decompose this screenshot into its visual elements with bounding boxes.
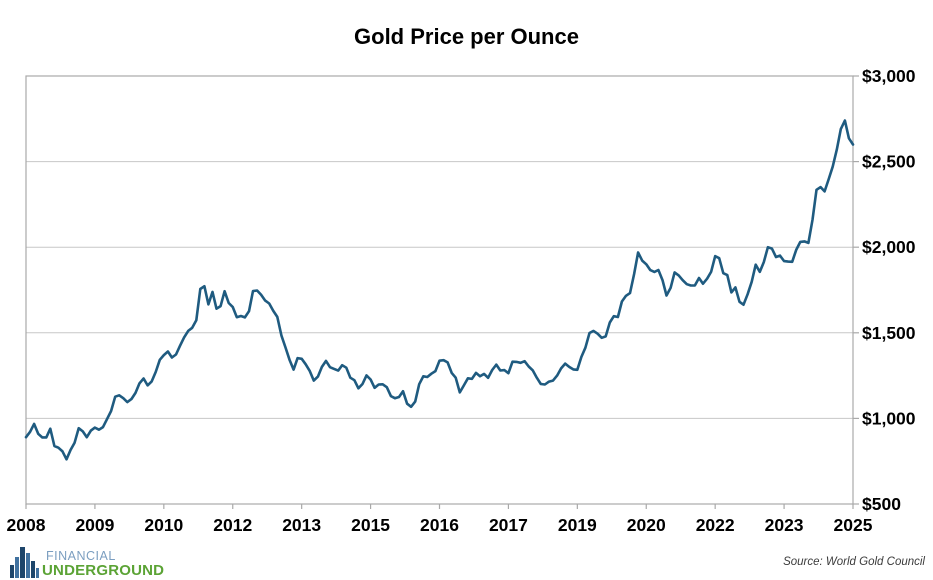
chart-title: Gold Price per Ounce <box>354 24 579 49</box>
x-axis-label: 2009 <box>75 515 114 535</box>
logo-text-financial: FINANCIAL <box>46 548 116 563</box>
source-attribution: Source: World Gold Council <box>783 556 925 568</box>
x-axis-label: 2025 <box>834 515 873 535</box>
logo-text-underground: UNDERGROUND <box>42 562 165 579</box>
x-axis-label: 2016 <box>420 515 459 535</box>
x-axis-label: 2017 <box>489 515 528 535</box>
skyline-bars-icon <box>10 547 39 578</box>
x-axis-label: 2013 <box>282 515 321 535</box>
gold-price-line <box>24 119 855 461</box>
y-axis-label: $1,500 <box>862 323 916 343</box>
financial-underground-logo: FINANCIAL UNDERGROUND <box>10 545 164 578</box>
y-axis-label: $3,000 <box>862 66 916 86</box>
plot-border <box>25 75 854 505</box>
logo-wordmark: FINANCIAL UNDERGROUND <box>42 548 165 579</box>
x-axis-label: 2008 <box>7 515 46 535</box>
x-axis-label: 2022 <box>696 515 735 535</box>
x-axis-label: 2015 <box>351 515 390 535</box>
x-axis-label: 2019 <box>558 515 597 535</box>
x-axis-label: 2012 <box>213 515 252 535</box>
y-axis-label: $2,000 <box>862 237 916 257</box>
x-axis-label: 2023 <box>765 515 804 535</box>
x-axis-label: 2020 <box>627 515 666 535</box>
x-axis-label: 2010 <box>144 515 183 535</box>
y-axis-label: $1,000 <box>862 408 916 428</box>
y-axis-label: $500 <box>862 494 901 514</box>
y-axis-label: $2,500 <box>862 152 916 172</box>
